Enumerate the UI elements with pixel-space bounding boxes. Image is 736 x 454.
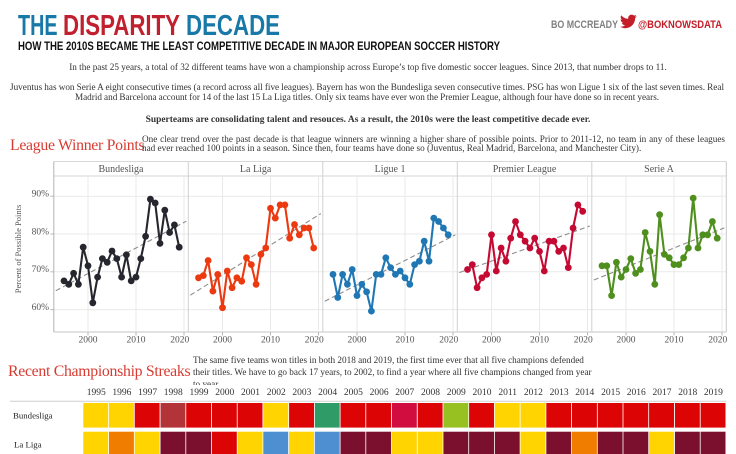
svg-text:1998: 1998 — [164, 388, 183, 398]
svg-text:80%: 80% — [32, 227, 50, 237]
svg-text:2010: 2010 — [261, 335, 280, 345]
svg-text:90%: 90% — [32, 190, 50, 200]
svg-text:2017: 2017 — [653, 388, 672, 398]
svg-text:60%: 60% — [32, 303, 50, 313]
svg-text:La Liga: La Liga — [14, 439, 42, 449]
svg-text:2020: 2020 — [708, 335, 727, 345]
svg-text:2010: 2010 — [127, 335, 146, 345]
svg-text:2000: 2000 — [348, 335, 367, 345]
svg-text:2010: 2010 — [530, 335, 549, 345]
svg-text:2002: 2002 — [267, 388, 286, 398]
svg-text:1995: 1995 — [87, 388, 106, 398]
svg-text:2009: 2009 — [447, 388, 466, 398]
svg-text:2010: 2010 — [665, 335, 684, 345]
svg-text:2005: 2005 — [344, 388, 363, 398]
svg-text:70%: 70% — [32, 265, 50, 275]
svg-text:1999: 1999 — [190, 388, 209, 398]
svg-text:2007: 2007 — [395, 388, 414, 398]
svg-text:2003: 2003 — [292, 388, 311, 398]
svg-text:2020: 2020 — [170, 335, 189, 345]
svg-text:2008: 2008 — [421, 388, 440, 398]
svg-text:2000: 2000 — [213, 335, 232, 345]
svg-text:2000: 2000 — [215, 388, 234, 398]
svg-text:2010: 2010 — [396, 335, 415, 345]
svg-text:Bundesliga: Bundesliga — [99, 164, 145, 175]
svg-text:La Liga: La Liga — [240, 164, 272, 175]
svg-text:Ligue 1: Ligue 1 — [375, 164, 406, 175]
svg-text:1997: 1997 — [138, 388, 157, 398]
svg-text:2011: 2011 — [498, 388, 517, 398]
svg-text:2015: 2015 — [601, 388, 620, 398]
svg-text:2018: 2018 — [678, 388, 697, 398]
svg-text:BO MCCREADY: BO MCCREADY — [551, 19, 619, 31]
svg-text:2012: 2012 — [524, 388, 543, 398]
svg-text:2020: 2020 — [439, 335, 458, 345]
svg-text:2000: 2000 — [482, 335, 501, 345]
svg-text:2020: 2020 — [574, 335, 593, 345]
svg-text:@BOKNOWSDATA: @BOKNOWSDATA — [638, 19, 722, 31]
svg-text:1996: 1996 — [112, 388, 131, 398]
svg-text:Serie A: Serie A — [644, 164, 674, 175]
svg-text:2001: 2001 — [241, 388, 260, 398]
svg-text:2020: 2020 — [305, 335, 324, 345]
svg-text:2019: 2019 — [704, 388, 723, 398]
svg-text:Bundesliga: Bundesliga — [13, 410, 53, 420]
svg-text:2010: 2010 — [473, 388, 492, 398]
svg-text:2004: 2004 — [318, 388, 337, 398]
svg-text:Percent of Possible Points: Percent of Possible Points — [13, 205, 23, 294]
svg-text:HOW THE 2010S BECAME THE LEAST: HOW THE 2010S BECAME THE LEAST COMPETITI… — [18, 39, 500, 53]
svg-text:2016: 2016 — [627, 388, 646, 398]
svg-text:2013: 2013 — [550, 388, 569, 398]
svg-text:2006: 2006 — [370, 388, 389, 398]
svg-text:Premier League: Premier League — [493, 164, 557, 175]
svg-text:2000: 2000 — [79, 335, 98, 345]
svg-text:2000: 2000 — [617, 335, 636, 345]
svg-text:2014: 2014 — [575, 388, 594, 398]
